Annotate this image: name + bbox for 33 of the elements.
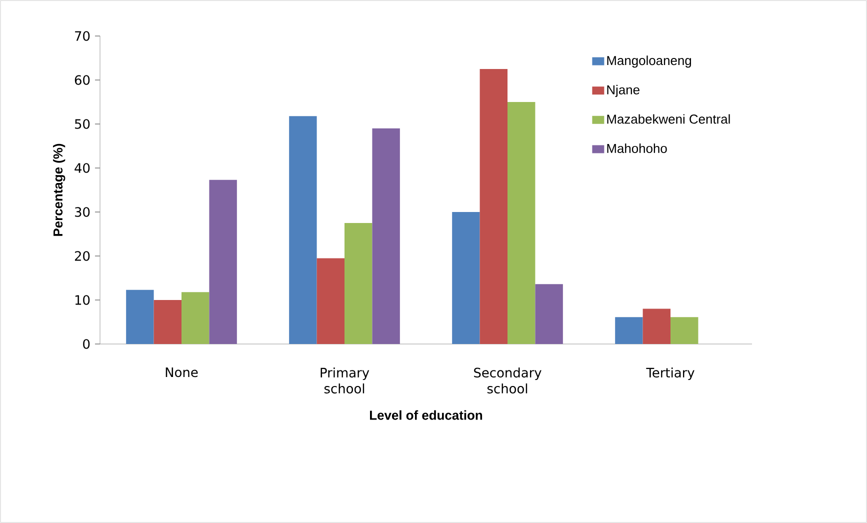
x-tick-label: Tertiary <box>646 368 694 380</box>
bar <box>642 308 671 344</box>
bar <box>209 180 237 344</box>
x-tick-label: Primary school <box>320 368 370 394</box>
y-tick-label: 70 <box>75 31 90 41</box>
y-tick-label: 60 <box>74 75 90 85</box>
bar <box>316 258 345 344</box>
x-axis-title: Level of education <box>370 410 482 420</box>
y-tick-label: 30 <box>74 207 90 217</box>
bar <box>126 290 154 344</box>
y-tick-label: 50 <box>75 119 90 129</box>
x-tick-label: Secondary school <box>474 368 542 394</box>
x-tick-label: None <box>166 368 198 378</box>
y-tick-label: 40 <box>74 163 90 173</box>
legend-label: Mangoloaneng <box>607 56 692 68</box>
legend-label: Mazabekweni Central <box>607 114 730 124</box>
bar <box>372 128 400 344</box>
bar <box>615 317 643 344</box>
bar <box>480 69 508 344</box>
bar <box>344 223 372 344</box>
legend-label: Njane <box>607 84 640 97</box>
bar <box>182 292 210 344</box>
y-axis-title: Percentage (%) <box>53 144 66 236</box>
legend-label: Mahohoho <box>607 144 667 154</box>
y-tick-label: 10 <box>75 295 90 305</box>
y-tick-label: 20 <box>74 251 90 261</box>
bar <box>670 317 698 344</box>
y-tick-label: 0 <box>83 339 90 349</box>
bar <box>154 300 182 344</box>
bar <box>535 284 563 344</box>
bar <box>508 102 536 344</box>
bar <box>289 116 317 344</box>
bar <box>452 212 480 344</box>
